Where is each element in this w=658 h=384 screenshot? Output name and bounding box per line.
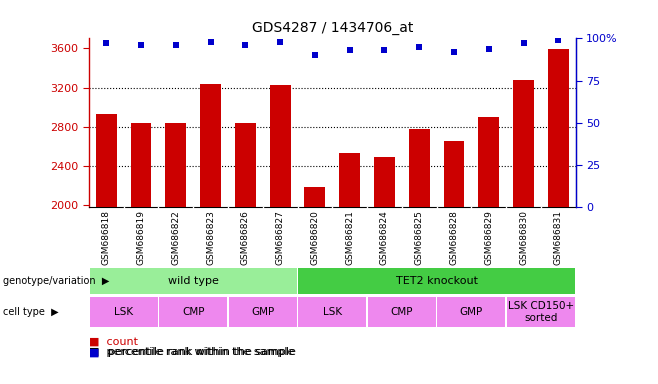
Bar [165, 123, 186, 384]
Bar [235, 123, 256, 384]
Bar [89, 268, 297, 294]
Text: ■: ■ [89, 347, 99, 357]
Bar [298, 268, 575, 294]
Bar [228, 297, 297, 327]
Text: LSK: LSK [322, 307, 342, 317]
Point [310, 52, 320, 58]
Point [240, 42, 251, 48]
Bar [368, 297, 436, 327]
Title: GDS4287 / 1434706_at: GDS4287 / 1434706_at [251, 21, 413, 35]
Point [519, 40, 529, 46]
Point [553, 37, 564, 43]
Point [205, 39, 216, 45]
Point [449, 49, 459, 55]
Bar [409, 129, 430, 384]
Point [101, 40, 111, 46]
Text: TET2 knockout: TET2 knockout [395, 276, 478, 286]
Point [379, 47, 390, 53]
Text: GMP: GMP [460, 307, 483, 317]
Bar [305, 187, 325, 384]
Bar [130, 123, 151, 384]
Point [344, 47, 355, 53]
Bar [374, 157, 395, 384]
Text: GSM686820: GSM686820 [311, 210, 319, 265]
Point [414, 44, 424, 50]
Text: GSM686818: GSM686818 [102, 210, 111, 265]
Text: genotype/variation  ▶: genotype/variation ▶ [3, 276, 110, 286]
Text: GSM686819: GSM686819 [136, 210, 145, 265]
Point [136, 42, 146, 48]
Text: wild type: wild type [168, 276, 218, 286]
Point [275, 39, 286, 45]
Bar [159, 297, 227, 327]
Text: CMP: CMP [391, 307, 413, 317]
Text: GMP: GMP [251, 307, 274, 317]
Text: LSK CD150+
sorted: LSK CD150+ sorted [508, 301, 574, 323]
Text: ■  percentile rank within the sample: ■ percentile rank within the sample [89, 347, 294, 357]
Text: GSM686826: GSM686826 [241, 210, 250, 265]
Bar [513, 79, 534, 384]
Bar [548, 49, 569, 384]
Bar [200, 84, 221, 384]
Text: cell type  ▶: cell type ▶ [3, 307, 59, 317]
Bar [438, 297, 505, 327]
Bar [89, 297, 158, 327]
Text: GSM686822: GSM686822 [171, 210, 180, 265]
Text: GSM686824: GSM686824 [380, 210, 389, 265]
Text: CMP: CMP [182, 307, 205, 317]
Bar [96, 114, 116, 384]
Bar [443, 141, 465, 384]
Text: GSM686825: GSM686825 [415, 210, 424, 265]
Text: ■  count: ■ count [89, 336, 138, 346]
Text: GSM686831: GSM686831 [554, 210, 563, 265]
Bar [340, 153, 360, 384]
Text: GSM686827: GSM686827 [276, 210, 285, 265]
Bar [507, 297, 575, 327]
Text: GSM686828: GSM686828 [449, 210, 459, 265]
Text: percentile rank within the sample: percentile rank within the sample [101, 347, 295, 357]
Text: GSM686829: GSM686829 [484, 210, 494, 265]
Point [170, 42, 181, 48]
Bar [478, 117, 499, 384]
Point [484, 45, 494, 51]
Text: GSM686821: GSM686821 [345, 210, 354, 265]
Bar [298, 297, 367, 327]
Text: LSK: LSK [114, 307, 133, 317]
Text: GSM686823: GSM686823 [206, 210, 215, 265]
Text: GSM686830: GSM686830 [519, 210, 528, 265]
Bar [270, 84, 291, 384]
